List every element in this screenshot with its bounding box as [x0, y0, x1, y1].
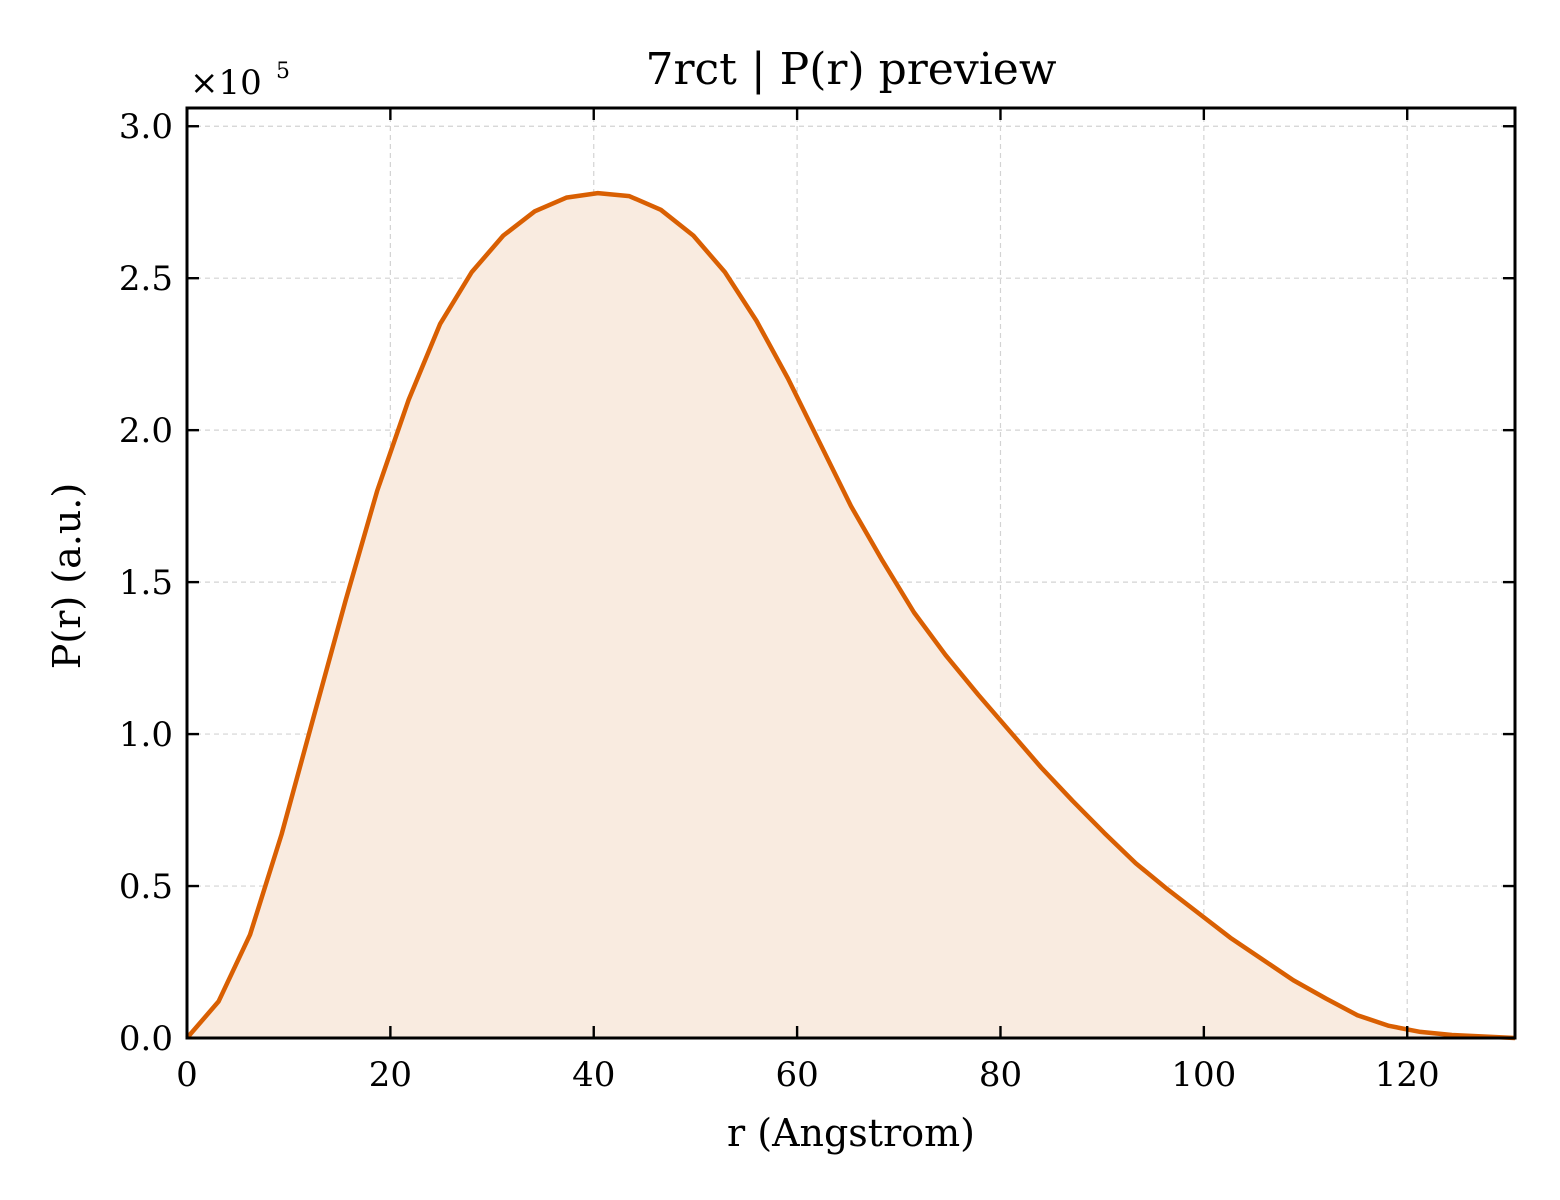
y-tick-labels: 0.0 0.5 1.0 1.5 2.0 2.5 3.0 — [119, 107, 173, 1059]
y-tick-label: 0.0 — [119, 1019, 173, 1059]
series-line — [185, 190, 1516, 1041]
x-tick-label: 20 — [369, 1055, 412, 1095]
y-offset-exponent: 5 — [276, 59, 290, 84]
x-tick-label: 40 — [572, 1055, 615, 1095]
plot-frame — [185, 106, 1517, 1040]
x-tick-label: 0 — [176, 1055, 198, 1095]
y-offset-label: ×10 5 — [190, 59, 290, 103]
x-axis-label: r (Angstrom) — [727, 1111, 975, 1155]
area-fill — [187, 193, 1515, 1039]
x-tick-label: 100 — [1171, 1055, 1236, 1095]
y-tick-label: 1.0 — [119, 715, 173, 755]
y-tick-label: 3.0 — [119, 107, 173, 147]
x-tick-label: 80 — [979, 1055, 1022, 1095]
y-tick-label: 2.0 — [119, 411, 173, 451]
y-tick-label: 0.5 — [119, 867, 173, 907]
y-axis-label: P(r) (a.u.) — [45, 483, 89, 669]
x-tick-labels: 0 20 40 60 80 100 120 — [176, 1055, 1439, 1095]
y-tick-label: 1.5 — [119, 563, 173, 603]
x-tick-label: 120 — [1375, 1055, 1440, 1095]
y-tick-label: 2.5 — [119, 259, 173, 299]
chart-title: 7rct | P(r) preview — [646, 44, 1057, 95]
x-tick-label: 60 — [775, 1055, 818, 1095]
y-offset-base: ×10 — [190, 63, 262, 103]
